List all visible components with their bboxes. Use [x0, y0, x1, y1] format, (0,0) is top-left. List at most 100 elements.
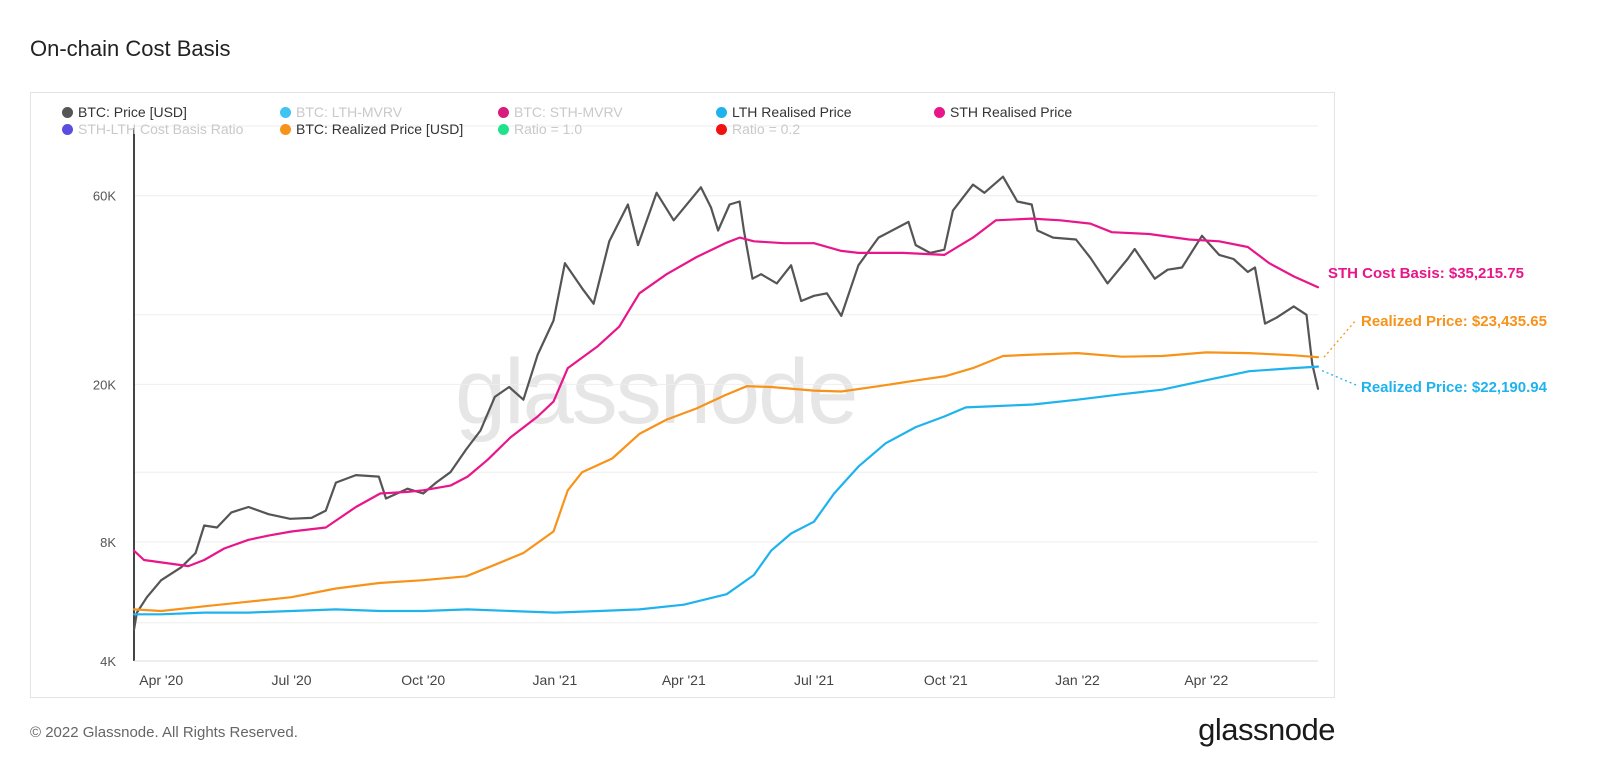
- y-tick-label: 4K: [100, 654, 116, 669]
- annotation-sth-cost-basis: STH Cost Basis: $35,215.75: [1328, 265, 1524, 282]
- data-point: [290, 596, 293, 599]
- legend-label: BTC: Realized Price [USD]: [296, 121, 464, 137]
- data-point: [422, 489, 425, 492]
- data-point: [536, 353, 539, 356]
- data-point: [1205, 351, 1208, 354]
- data-point: [760, 273, 762, 276]
- data-point: [1052, 236, 1054, 239]
- series-line-lth-realised-price: [132, 365, 1320, 616]
- data-point: [564, 262, 566, 265]
- legend-item-sth-mvrv[interactable]: BTC: STH-MVRV: [498, 104, 623, 120]
- data-point: [581, 287, 583, 290]
- data-point: [1275, 316, 1278, 319]
- data-point: [983, 191, 986, 194]
- data-point: [355, 506, 357, 508]
- data-point: [216, 526, 218, 529]
- data-point: [637, 244, 639, 247]
- data-point: [738, 200, 741, 203]
- data-point: [465, 448, 467, 451]
- legend-label: BTC: LTH-MVRV: [296, 104, 403, 120]
- legend-item-realized-price[interactable]: BTC: Realized Price [USD]: [280, 121, 463, 137]
- series-line-btc-realized-price-usd: [132, 351, 1320, 613]
- y-tick-label: 20K: [93, 377, 116, 392]
- data-point: [522, 398, 525, 401]
- data-point: [877, 236, 880, 239]
- data-point: [638, 292, 641, 295]
- data-point: [638, 433, 641, 435]
- data-point: [1089, 256, 1092, 259]
- legend-item-sth-realised-price[interactable]: STH Realised Price: [934, 104, 1072, 120]
- data-point: [1218, 254, 1221, 256]
- legend-item-lth-mvrv[interactable]: BTC: LTH-MVRV: [280, 104, 402, 120]
- legend-item-btc-price[interactable]: BTC: Price [USD]: [62, 104, 187, 120]
- data-point: [1232, 258, 1235, 260]
- data-point: [379, 492, 382, 495]
- data-point: [770, 386, 772, 388]
- x-tick-label: Jul '20: [271, 672, 311, 688]
- data-point: [1317, 356, 1319, 359]
- data-point: [324, 526, 327, 529]
- legend-item-cost-basis-ratio[interactable]: STH-LTH Cost Basis Ratio: [62, 121, 243, 137]
- data-point: [466, 475, 469, 478]
- data-point: [203, 605, 206, 608]
- data-point: [160, 613, 163, 616]
- data-point: [1076, 398, 1079, 401]
- annotation-realized-price: Realized Price: $23,435.65: [1361, 313, 1547, 330]
- data-point: [377, 475, 380, 478]
- data-point: [1264, 322, 1266, 325]
- data-point: [1148, 233, 1150, 235]
- data-point: [479, 429, 482, 432]
- data-point: [335, 587, 337, 590]
- legend-label: BTC: STH-MVRV: [514, 104, 623, 120]
- data-point: [1032, 403, 1034, 406]
- data-point: [422, 579, 425, 582]
- legend-dot: [498, 106, 509, 118]
- data-point: [422, 492, 425, 495]
- data-point: [907, 221, 910, 223]
- data-point: [1188, 238, 1190, 241]
- data-point: [813, 520, 815, 523]
- data-point: [554, 611, 556, 614]
- legend-item-lth-realised-price[interactable]: LTH Realised Price: [716, 104, 852, 120]
- data-point: [1030, 203, 1033, 206]
- data-point: [466, 608, 469, 611]
- data-point: [379, 582, 382, 584]
- data-point: [597, 345, 599, 347]
- legend-dot: [716, 106, 727, 118]
- data-point: [922, 378, 924, 381]
- data-point: [267, 534, 270, 537]
- data-point: [1317, 365, 1319, 368]
- data-point: [813, 242, 815, 245]
- data-point: [1153, 277, 1156, 280]
- data-point: [290, 530, 293, 533]
- legend-label: STH-LTH Cost Basis Ratio: [78, 121, 244, 137]
- data-point: [943, 254, 946, 256]
- data-point: [790, 532, 792, 535]
- data-point: [335, 481, 337, 484]
- annotation-leader-lth: [1321, 369, 1357, 386]
- data-point: [406, 487, 409, 490]
- y-tick-label: 60K: [93, 189, 116, 204]
- glassnode-logo: glassnode: [1198, 712, 1335, 747]
- data-point: [665, 418, 668, 421]
- legend-dot: [934, 106, 945, 118]
- data-point: [1305, 313, 1308, 316]
- legend-item-ratio-1[interactable]: Ratio = 1.0: [498, 121, 582, 137]
- data-point: [618, 325, 621, 328]
- data-point: [944, 375, 947, 377]
- data-point: [790, 264, 792, 267]
- data-point: [1133, 248, 1136, 250]
- legend: BTC: Price [USD] BTC: LTH-MVRV BTC: STH-…: [62, 104, 1342, 144]
- data-point: [884, 442, 887, 445]
- data-point: [611, 457, 614, 460]
- data-point: [522, 552, 525, 554]
- data-point: [1076, 352, 1079, 354]
- data-point: [857, 264, 860, 267]
- data-point: [493, 563, 496, 566]
- x-tick-label: Apr '21: [662, 672, 706, 688]
- data-point: [753, 240, 755, 243]
- legend-item-ratio-0-2[interactable]: Ratio = 0.2: [716, 121, 800, 137]
- data-point: [972, 236, 974, 239]
- data-point: [1246, 246, 1249, 248]
- copyright-footer: © 2022 Glassnode. All Rights Reserved.: [30, 724, 298, 741]
